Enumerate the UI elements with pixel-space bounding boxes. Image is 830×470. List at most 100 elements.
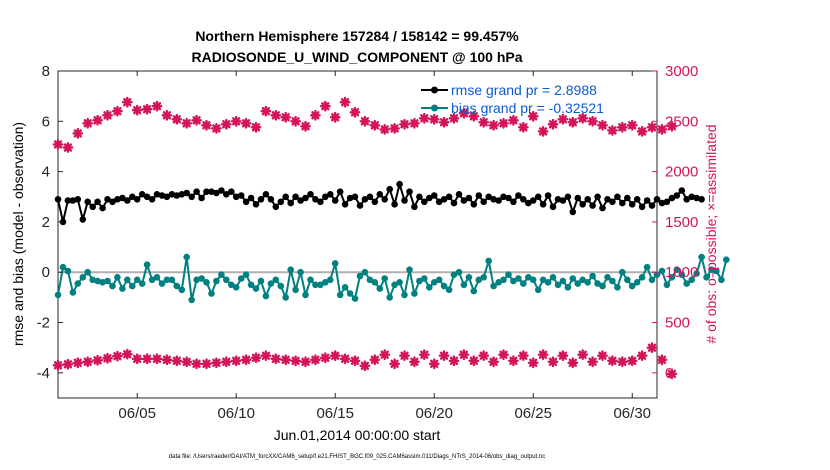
legend-bias-label: bias grand pr = -0.32521 [451, 100, 604, 116]
possible-point-57 [616, 121, 628, 133]
rmse-point-129 [693, 194, 700, 202]
rmse-point-9 [99, 204, 106, 212]
bias-point-11 [109, 282, 116, 290]
right-y-axis-ticks: 0 500 1000 1500 2000 2500 3000 [652, 63, 698, 382]
rmse-point-63 [366, 193, 374, 201]
left-y-axis-label: rmse and bias (model - observation) [10, 122, 26, 346]
rmse-point-32 [213, 189, 220, 197]
bias-point-51 [307, 276, 314, 284]
assimilated-point-0 [52, 359, 64, 371]
bias-point-92 [510, 277, 517, 285]
rmse-point-67 [386, 185, 394, 193]
x-tick-label-0: 06/05 [118, 405, 156, 422]
bias-point-44 [272, 276, 280, 284]
possible-point-58 [626, 119, 638, 131]
rmse-point-22 [163, 193, 171, 201]
possible-point-9 [141, 103, 153, 115]
chart-title-line2: RADIOSONDE_U_WIND_COMPONENT @ 100 hPa [191, 49, 522, 65]
rmse-point-0 [54, 196, 62, 203]
assimilated-point-15 [201, 358, 212, 370]
possible-point-0 [52, 138, 64, 150]
rmse-point-45 [277, 198, 285, 206]
rmse-point-55 [327, 191, 334, 198]
rmse-point-36 [232, 193, 240, 201]
assimilated-point-9 [141, 353, 153, 365]
rmse-point-130 [698, 196, 705, 203]
assimilated-point-45 [498, 349, 509, 361]
bias-point-110 [599, 282, 606, 290]
bias-point-62 [361, 268, 369, 276]
assimilated-point-22 [270, 353, 282, 365]
bias-point-134 [718, 276, 725, 284]
rmse-point-39 [247, 194, 255, 202]
rmse-point-5 [79, 216, 87, 223]
left-y-axis-ticks: -4 -2 0 2 4 6 8 [37, 63, 63, 382]
rmse-point-37 [237, 192, 245, 199]
right-y-tick-label-5: 2500 [665, 113, 698, 130]
rmse-point-76 [430, 192, 438, 199]
possible-point-45 [498, 117, 509, 129]
rmse-point-44 [272, 203, 280, 211]
rmse-point-53 [317, 198, 324, 206]
bias-point-102 [559, 277, 567, 285]
assimilated-point-7 [121, 348, 133, 360]
bias-point-116 [628, 282, 636, 290]
possible-point-24 [290, 115, 302, 127]
bias-point-70 [401, 291, 408, 299]
rmse-point-96 [529, 197, 537, 204]
rmse-point-79 [445, 193, 453, 201]
rmse-point-102 [559, 197, 567, 204]
assimilated-point-43 [478, 350, 490, 362]
rmse-point-98 [539, 201, 547, 208]
bias-point-76 [430, 279, 438, 286]
assimilated-point-17 [220, 356, 232, 368]
rmse-point-46 [282, 193, 290, 201]
assimilated-point-1 [62, 358, 74, 370]
rmse-point-104 [569, 208, 577, 216]
rmse-point-119 [643, 197, 651, 204]
data-file-footnote: data file: /Users/raeder/DAI/ATM_forcXX/… [169, 454, 545, 460]
bias-point-119 [643, 263, 651, 271]
rmse-point-66 [381, 196, 389, 203]
possible-point-34 [389, 122, 401, 134]
possible-point-37 [418, 112, 430, 124]
possible-point-50 [547, 118, 559, 130]
possible-point-12 [171, 113, 183, 125]
assimilated-point-46 [508, 355, 519, 367]
bias-point-85 [475, 276, 483, 284]
assimilated-point-21 [260, 350, 272, 362]
bias-point-20 [153, 274, 161, 281]
assimilated-point-2 [72, 357, 84, 369]
assimilated-point-58 [626, 355, 638, 367]
bias-point-111 [604, 274, 611, 281]
possible-point-31 [359, 115, 371, 127]
bias-point-21 [158, 280, 166, 287]
possible-point-27 [319, 100, 331, 112]
assimilated-point-40 [448, 355, 460, 367]
series-layer [52, 96, 730, 380]
possible-point-60 [646, 121, 658, 133]
rmse-point-127 [683, 196, 690, 203]
bias-point-126 [678, 271, 686, 279]
rmse-point-70 [401, 197, 408, 204]
rmse-point-19 [148, 196, 156, 203]
rmse-point-72 [411, 203, 418, 211]
rmse-point-105 [574, 194, 582, 202]
possible-point-13 [181, 117, 193, 129]
possible-point-41 [458, 107, 470, 119]
rmse-point-91 [505, 194, 512, 202]
assimilated-point-48 [527, 357, 539, 369]
rmse-point-38 [242, 198, 250, 206]
bias-point-112 [609, 277, 616, 285]
rmse-point-58 [341, 201, 349, 208]
assimilated-point-18 [230, 355, 242, 367]
possible-point-40 [448, 112, 460, 124]
legend-rmse-marker [431, 86, 438, 94]
rmse-point-18 [143, 193, 151, 201]
assimilated-point-26 [309, 354, 321, 366]
rmse-point-54 [322, 193, 329, 201]
bias-point-37 [237, 275, 245, 282]
left-y-tick-label-3: 2 [42, 214, 50, 231]
bias-point-10 [104, 277, 111, 285]
rmse-point-2 [64, 197, 72, 204]
